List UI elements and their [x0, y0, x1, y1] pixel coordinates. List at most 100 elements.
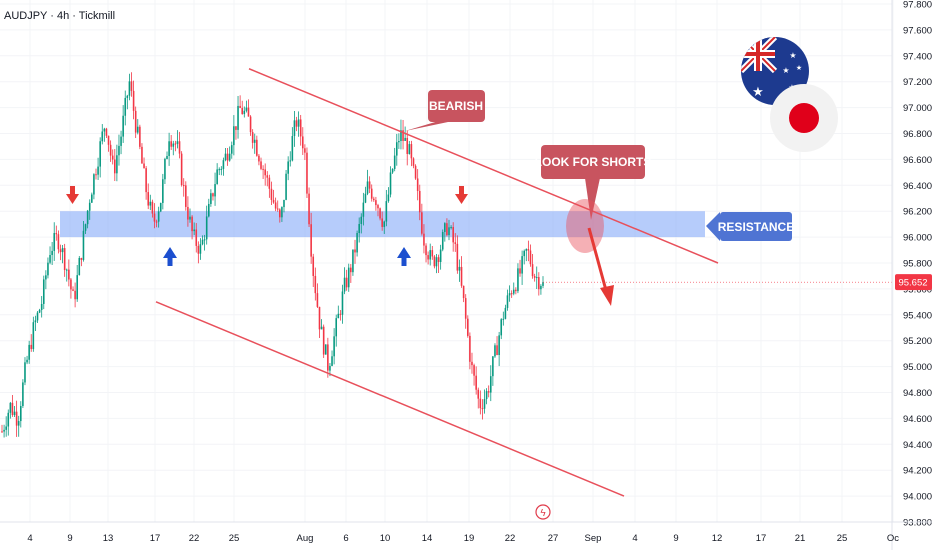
- candle-body: [51, 250, 53, 256]
- candle-body: [498, 335, 500, 355]
- candle-body: [224, 153, 227, 161]
- candle-body: [199, 244, 202, 254]
- candle-body: [502, 318, 505, 320]
- candle-body: [410, 144, 413, 159]
- candle-body: [63, 248, 66, 271]
- candle-body: [7, 412, 10, 427]
- candle-body: [235, 126, 237, 130]
- time-tick-label: 4: [27, 533, 32, 544]
- candle-body: [30, 344, 33, 350]
- candle-body: [327, 344, 329, 371]
- candle-body: [101, 131, 104, 142]
- candle-body: [166, 155, 168, 159]
- candle-body: [310, 224, 312, 257]
- candle-body: [130, 81, 133, 91]
- candle-body: [82, 230, 85, 260]
- look-for-shorts-callout[interactable]: LOOK FOR SHORTS: [535, 145, 652, 220]
- time-tick-label: 22: [189, 533, 200, 544]
- symbol-title: AUDJPY · 4h · Tickmill: [4, 10, 115, 22]
- candle-body: [139, 126, 141, 147]
- candle-body: [109, 144, 112, 156]
- time-tick-label: 9: [67, 533, 72, 544]
- candle-body: [162, 179, 164, 203]
- candle-body: [272, 199, 275, 203]
- candle-body: [395, 142, 398, 156]
- candle-body: [375, 200, 377, 206]
- candle-body: [116, 155, 118, 174]
- candle-body: [425, 245, 427, 256]
- time-tick-label: 21: [795, 533, 806, 544]
- price-tick-label: 95.200: [903, 336, 932, 347]
- resistance-callout[interactable]: RESISTANCE: [706, 212, 794, 241]
- candle-body: [74, 290, 76, 300]
- bearish-callout-pointer: [405, 120, 448, 131]
- price-tick-label: 93.800: [903, 518, 932, 529]
- shorts-callout-box: [541, 145, 645, 179]
- candle-body: [373, 198, 375, 201]
- candle-body: [385, 201, 388, 222]
- bearish-label: BEARISH: [429, 99, 483, 113]
- time-tick-label: 25: [837, 533, 848, 544]
- svg-text:ϟ: ϟ: [540, 508, 546, 519]
- time-tick-label: 17: [756, 533, 767, 544]
- candle-body: [412, 158, 415, 166]
- candle-body: [249, 116, 252, 133]
- candle-body: [337, 313, 340, 319]
- candle-body: [170, 141, 172, 147]
- price-tick-label: 97.000: [903, 103, 932, 114]
- candle-body: [258, 155, 260, 162]
- candle-body: [15, 411, 18, 426]
- bearish-callout-box: [428, 90, 485, 122]
- candle-body: [270, 188, 273, 200]
- candle-body: [350, 267, 352, 273]
- short-projection-arrow: [587, 227, 614, 306]
- channel-upper-line[interactable]: [248, 68, 719, 264]
- price-tick-label: 97.400: [903, 51, 932, 62]
- price-tick-label: 94.800: [903, 388, 932, 399]
- red-down-arrow: [66, 186, 79, 204]
- bearish-callout[interactable]: BEARISH: [405, 90, 485, 131]
- candle-body: [435, 257, 438, 267]
- candle-body: [187, 206, 189, 220]
- candle-body: [343, 277, 346, 292]
- candle-body: [80, 258, 83, 260]
- blue-up-arrow: [397, 247, 411, 266]
- candle-body: [210, 193, 212, 204]
- candle-body: [28, 344, 30, 360]
- candle-body: [256, 139, 258, 156]
- price-tick-label: 96.200: [903, 207, 932, 218]
- candle-body: [168, 141, 170, 156]
- candle-body: [17, 421, 20, 426]
- candle-body: [515, 289, 517, 292]
- svg-text:★: ★: [782, 66, 789, 75]
- candle-body: [441, 232, 444, 250]
- candle-body: [492, 356, 494, 377]
- candle-body: [306, 152, 308, 194]
- candle-body: [320, 326, 323, 330]
- candle-body: [318, 306, 321, 330]
- candle-body: [408, 144, 411, 154]
- candle-body: [370, 188, 373, 199]
- candle-body: [264, 169, 266, 176]
- candle-body: [253, 139, 256, 143]
- event-flash-icon[interactable]: ϟ: [535, 504, 551, 520]
- candle-body: [487, 391, 490, 393]
- price-tick-label: 94.200: [903, 466, 932, 477]
- candle-body: [5, 426, 7, 430]
- candle-body: [291, 136, 294, 161]
- candle-body: [53, 233, 56, 251]
- candle-body: [540, 285, 542, 290]
- candle-body: [24, 362, 26, 383]
- candle-body: [180, 153, 183, 186]
- candle-body: [274, 202, 277, 209]
- time-tick-label: 22: [505, 533, 516, 544]
- time-axis[interactable]: 4 9 13 17 22 25 Aug 6 10 14 19 22 27 Sep 4 9 12 17 21 25 Oc: [0, 521, 932, 544]
- candle-body: [354, 249, 356, 253]
- candle-body: [335, 318, 338, 337]
- candle-body: [276, 208, 279, 210]
- candle-body: [91, 194, 93, 203]
- channel-lower-line[interactable]: [155, 301, 625, 497]
- look-for-shorts-label: LOOK FOR SHORTS: [535, 155, 652, 169]
- candle-body: [279, 209, 281, 218]
